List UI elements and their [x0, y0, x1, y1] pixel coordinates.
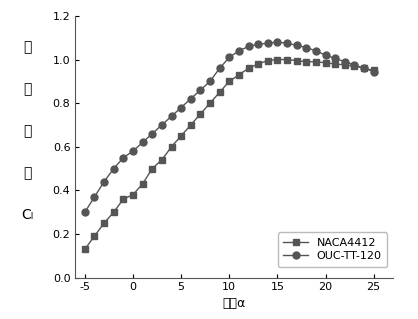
- OUC-TT-120: [217, 66, 222, 70]
- NACA4412: [217, 90, 222, 94]
- OUC-TT-120: [246, 45, 251, 48]
- OUC-TT-120: [130, 149, 135, 153]
- OUC-TT-120: [333, 56, 338, 60]
- NACA4412: [237, 73, 242, 77]
- NACA4412: [285, 58, 290, 62]
- OUC-TT-120: [207, 79, 212, 83]
- NACA4412: [333, 62, 338, 66]
- OUC-TT-120: [227, 56, 232, 59]
- OUC-TT-120: [92, 195, 97, 199]
- NACA4412: [198, 112, 203, 116]
- OUC-TT-120: [159, 123, 164, 127]
- NACA4412: [140, 182, 145, 186]
- Line: NACA4412: NACA4412: [82, 56, 377, 253]
- NACA4412: [294, 59, 299, 63]
- NACA4412: [111, 210, 116, 214]
- OUC-TT-120: [178, 106, 184, 109]
- OUC-TT-120: [265, 41, 270, 45]
- Text: 升: 升: [23, 40, 32, 54]
- NACA4412: [371, 69, 376, 72]
- NACA4412: [362, 66, 367, 70]
- OUC-TT-120: [237, 49, 242, 53]
- NACA4412: [314, 60, 319, 64]
- X-axis label: 攻角α: 攻角α: [222, 297, 246, 309]
- OUC-TT-120: [198, 88, 203, 92]
- OUC-TT-120: [188, 97, 193, 101]
- NACA4412: [265, 59, 270, 63]
- NACA4412: [256, 62, 261, 66]
- OUC-TT-120: [102, 180, 107, 183]
- OUC-TT-120: [352, 63, 357, 67]
- Text: 系: 系: [23, 124, 32, 138]
- OUC-TT-120: [362, 66, 367, 70]
- OUC-TT-120: [304, 46, 309, 49]
- NACA4412: [178, 134, 184, 138]
- OUC-TT-120: [314, 49, 319, 53]
- Text: Cₗ: Cₗ: [21, 208, 34, 222]
- NACA4412: [102, 221, 107, 225]
- OUC-TT-120: [256, 42, 261, 46]
- Text: 力: 力: [23, 82, 32, 96]
- OUC-TT-120: [285, 41, 290, 45]
- NACA4412: [342, 63, 347, 67]
- OUC-TT-120: [121, 156, 126, 160]
- Legend: NACA4412, OUC-TT-120: NACA4412, OUC-TT-120: [278, 232, 387, 267]
- OUC-TT-120: [371, 70, 376, 73]
- OUC-TT-120: [140, 140, 145, 144]
- OUC-TT-120: [275, 40, 280, 44]
- NACA4412: [82, 247, 87, 251]
- NACA4412: [159, 158, 164, 162]
- NACA4412: [121, 197, 126, 201]
- NACA4412: [323, 61, 328, 65]
- OUC-TT-120: [323, 53, 328, 57]
- NACA4412: [246, 66, 251, 70]
- OUC-TT-120: [82, 210, 87, 214]
- NACA4412: [169, 145, 174, 149]
- NACA4412: [275, 58, 280, 62]
- OUC-TT-120: [342, 60, 347, 64]
- Line: OUC-TT-120: OUC-TT-120: [82, 39, 377, 216]
- OUC-TT-120: [111, 167, 116, 170]
- NACA4412: [130, 193, 135, 197]
- OUC-TT-120: [294, 43, 299, 47]
- Text: 数: 数: [23, 166, 32, 180]
- NACA4412: [207, 101, 212, 105]
- NACA4412: [304, 60, 309, 64]
- NACA4412: [352, 64, 357, 68]
- NACA4412: [227, 79, 232, 83]
- NACA4412: [150, 167, 155, 170]
- NACA4412: [92, 234, 97, 238]
- NACA4412: [188, 123, 193, 127]
- OUC-TT-120: [150, 132, 155, 136]
- OUC-TT-120: [169, 114, 174, 118]
